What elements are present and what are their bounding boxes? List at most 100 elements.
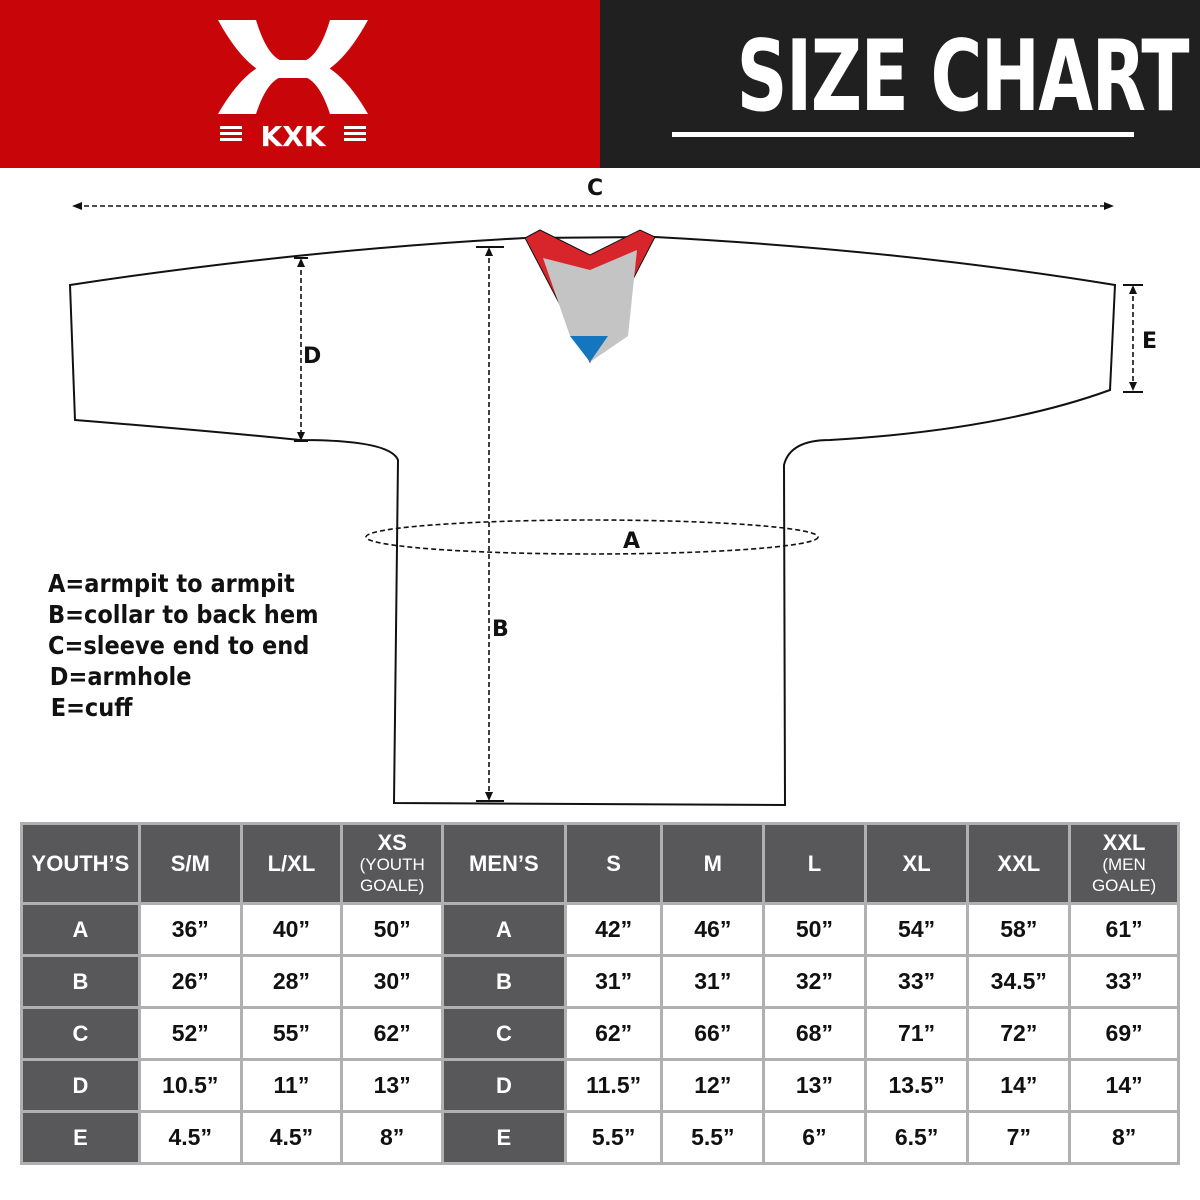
column-header: M [660, 822, 766, 905]
table-cell: 13.5” [863, 1058, 970, 1113]
row-label: D [441, 1058, 567, 1113]
table-cell: 58” [966, 902, 1072, 957]
table-cell: 30” [340, 954, 445, 1009]
table-row: B 26” 28” 30” B 31” 31” 32” 33” 34.5” 33” [20, 954, 1180, 1009]
table-cell: 4.5” [239, 1110, 344, 1165]
table-cell: 62” [340, 1006, 445, 1061]
header-title-panel [600, 0, 1200, 168]
table-cell: 71” [863, 1006, 970, 1061]
table-row: C 52” 55” 62” C 62” 66” 68” 71” 72” 69” [20, 1006, 1180, 1061]
legend-item: C=sleeve end to end [48, 631, 310, 660]
table-cell: 13” [340, 1058, 445, 1113]
table-cell: 40” [239, 902, 344, 957]
table-cell: 42” [563, 902, 664, 957]
table-cell: 5.5” [660, 1110, 766, 1165]
table-cell: 13” [762, 1058, 867, 1113]
table-cell: 4.5” [137, 1110, 243, 1165]
column-header-main: M [703, 850, 722, 876]
table-cell: 12” [660, 1058, 766, 1113]
table-row: A 36” 40” 50” A 42” 46” 50” 54” 58” 61” [20, 902, 1180, 957]
table-cell: 11.5” [563, 1058, 664, 1113]
column-header-main: XXL [997, 850, 1041, 876]
column-header-sub: (MEN GOALE) [1091, 854, 1157, 895]
table-cell: 6” [762, 1110, 867, 1165]
row-label: C [441, 1006, 567, 1061]
measurement-legend: A=armpit to armpit B=collar to back hem … [48, 568, 319, 723]
row-label: D [20, 1058, 141, 1113]
table-cell: 69” [1068, 1006, 1180, 1061]
column-header: S/M [137, 822, 243, 905]
column-header: L [762, 822, 867, 905]
table-cell: 32” [762, 954, 867, 1009]
title-underline [672, 132, 1134, 137]
size-table: YOUTH’S S/M L/XL XS (YOUTH GOALE) MEN’S S M L XL X… [20, 822, 1180, 1165]
label-d: D [303, 344, 322, 369]
table-cell: 68” [762, 1006, 867, 1061]
legend-item: A=armpit to armpit [48, 569, 295, 598]
table-cell: 50” [762, 902, 867, 957]
row-label: C [20, 1006, 141, 1061]
table-row: D 10.5” 11” 13” D 11.5” 12” 13” 13.5” 14” 14” [20, 1058, 1180, 1113]
table-cell: 6.5” [863, 1110, 970, 1165]
table-cell: 52” [137, 1006, 243, 1061]
jersey-diagram [68, 202, 1143, 807]
label-a: A [623, 529, 641, 554]
table-cell: 46” [660, 902, 766, 957]
column-header-main: MEN’S [469, 850, 539, 876]
column-header: XL [863, 822, 970, 905]
table-row: E 4.5” 4.5” 8” E 5.5” 5.5” 6” 6.5” 7” 8” [20, 1110, 1180, 1165]
column-header: L/XL [239, 822, 344, 905]
row-label: A [20, 902, 141, 957]
column-header-main: L/XL [267, 850, 316, 876]
table-cell: 66” [660, 1006, 766, 1061]
column-header-sub: (YOUTH GOALE) [359, 854, 425, 895]
table-cell: 62” [563, 1006, 664, 1061]
table-cell: 28” [239, 954, 344, 1009]
label-e: E [1142, 329, 1158, 354]
table-cell: 36” [137, 902, 243, 957]
row-label: E [20, 1110, 141, 1165]
column-header: XXL [966, 822, 1072, 905]
table-cell: 61” [1068, 902, 1180, 957]
table-cell: 31” [563, 954, 664, 1009]
table-cell: 33” [1068, 954, 1180, 1009]
kxk-logo: KXK [218, 20, 368, 150]
table-cell: 55” [239, 1006, 344, 1061]
table-header-row: YOUTH’S S/M L/XL XS (YOUTH GOALE) MEN’S S M L XL X… [20, 822, 1180, 905]
column-header: MEN’S [441, 822, 567, 905]
table-cell: 34.5” [966, 954, 1072, 1009]
table-cell: 11” [239, 1058, 344, 1113]
table-cell: 10.5” [137, 1058, 243, 1113]
table-cell: 7” [966, 1110, 1072, 1165]
label-b: B [492, 617, 509, 642]
page-title: SIZE CHART [736, 20, 1190, 134]
table-cell: 54” [863, 902, 970, 957]
column-header: S [563, 822, 664, 905]
label-c: C [587, 176, 604, 201]
table-cell: 14” [966, 1058, 1072, 1113]
table-cell: 33” [863, 954, 970, 1009]
table-cell: 8” [340, 1110, 445, 1165]
legend-item: D=armhole [49, 662, 192, 691]
legend-item: B=collar to back hem [48, 600, 319, 629]
header-brand-panel [0, 0, 600, 168]
column-header-main: S [606, 850, 621, 876]
column-header-main: S/M [170, 850, 210, 876]
row-label: E [441, 1110, 567, 1165]
column-header-main: XL [902, 850, 931, 876]
table-cell: 50” [340, 902, 445, 957]
column-header: XXL (MEN GOALE) [1068, 822, 1180, 905]
table-cell: 72” [966, 1006, 1072, 1061]
column-header-main: XXL [1102, 829, 1146, 855]
row-label: B [20, 954, 141, 1009]
column-header: XS (YOUTH GOALE) [340, 822, 445, 905]
column-header-main: L [807, 850, 822, 876]
table-cell: 5.5” [563, 1110, 664, 1165]
row-label: B [441, 954, 567, 1009]
table-cell: 31” [660, 954, 766, 1009]
column-header: YOUTH’S [20, 822, 141, 905]
svg-text:KXK: KXK [261, 120, 327, 150]
table-cell: 14” [1068, 1058, 1180, 1113]
row-label: A [441, 902, 567, 957]
legend-item: E=cuff [50, 693, 133, 722]
